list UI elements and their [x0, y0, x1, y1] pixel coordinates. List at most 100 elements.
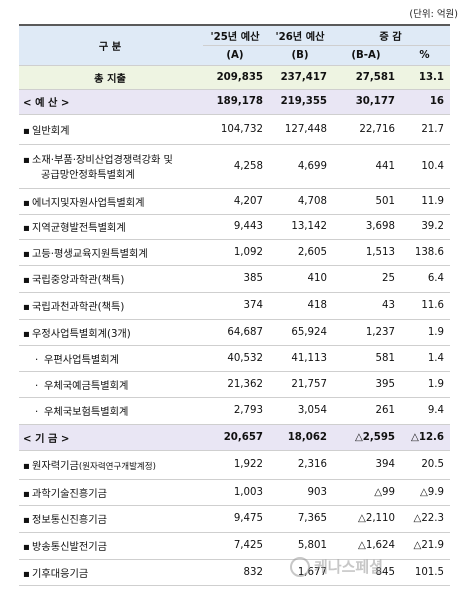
total-diff: 27,581 — [333, 65, 401, 90]
row-a: 1,922 — [203, 450, 269, 480]
row-b: 2,316 — [269, 450, 333, 480]
row-a: 104,732 — [203, 114, 269, 145]
table-row: ▪ 소재·부품·장비산업경쟁력강화 및 공급망안정화특별회계 4,258 4,699 44… — [19, 144, 451, 189]
row-name: ▪ 과학기술진흥기금 — [19, 479, 203, 506]
row-diff: 845 — [333, 559, 401, 586]
total-a: 209,835 — [203, 65, 269, 90]
row-a: 1,092 — [203, 239, 269, 266]
fund-rows: ▪ 원자력기금(원자력연구개발계정) 1,922 2,316 394 20.5 ▪ 과학기술진… — [19, 450, 451, 586]
row-b: 65,924 — [269, 319, 333, 346]
row-b: 4,699 — [269, 144, 333, 189]
row-diff: △1,624 — [333, 532, 401, 560]
unit-note: (단위: 억원) — [409, 9, 458, 20]
row-a: 2,793 — [203, 397, 269, 425]
row-pct: 39.2 — [401, 214, 451, 240]
row-diff: 1,237 — [333, 319, 401, 346]
row-pct: 1.9 — [401, 371, 451, 398]
row-pct: 10.4 — [401, 144, 451, 189]
row-diff: 261 — [333, 397, 401, 425]
row-b: 41,113 — [269, 345, 333, 372]
row-diff: △2,110 — [333, 505, 401, 533]
row-pct: △22.3 — [401, 505, 451, 533]
row-bullet: ▪ — [23, 248, 30, 260]
row-pct: △21.9 — [401, 532, 451, 560]
row-name: ▪ 원자력기금(원자력연구개발계정) — [19, 450, 203, 480]
row-a: 4,207 — [203, 188, 269, 215]
row-a: 9,443 — [203, 214, 269, 240]
row-bullet: ▪ — [23, 488, 30, 500]
table-row: ▪ 지역균형발전특별회계 9,443 13,142 3,698 39.2 — [19, 214, 451, 240]
row-a: 40,532 — [203, 345, 269, 372]
row-bullet: · — [35, 407, 39, 418]
row-label: 우편사업특별회계 — [44, 354, 119, 366]
table-row: ▪ 원자력기금(원자력연구개발계정) 1,922 2,316 394 20.5 — [19, 450, 451, 480]
row-diff: 3,698 — [333, 214, 401, 240]
row-label: 우체국예금특별회계 — [44, 380, 129, 392]
row-name: · 우편사업특별회계 — [19, 345, 203, 372]
row-name: ▪ 국립중앙과학관(책특) — [19, 265, 203, 293]
row-bullet: ▪ — [23, 275, 30, 286]
row-label: 우체국보험특별회계 — [44, 407, 129, 418]
row-diff: 441 — [333, 144, 401, 189]
table-row: ▪ 국립과천과학관(책특) 374 418 43 11.6 — [19, 292, 451, 320]
row-pct: 138.6 — [401, 239, 451, 266]
fund-section-diff: △2,595 — [333, 424, 401, 451]
row-a: 9,475 — [203, 505, 269, 533]
row-bullet: ▪ — [23, 223, 30, 234]
row-b: 21,757 — [269, 371, 333, 398]
budget-table: 구 분 '25년 예산 '26년 예산 증 감 (A) (B) (B-A) % … — [19, 24, 451, 586]
budget-section-b: 219,355 — [269, 89, 333, 115]
table-row: ▪ 일반회계 104,732 127,448 22,716 21.7 — [19, 114, 451, 145]
row-a: 374 — [203, 292, 269, 320]
row-diff: 394 — [333, 450, 401, 480]
row-diff: 1,513 — [333, 239, 401, 266]
row-label: 정보통신진흥기금 — [32, 515, 107, 526]
row-bullet: · — [35, 380, 39, 392]
row-pct: 20.5 — [401, 450, 451, 480]
row-label: 국립중앙과학관(책특) — [32, 275, 125, 286]
row-a: 7,425 — [203, 532, 269, 560]
fund-section-b: 18,062 — [269, 424, 333, 451]
row-bullet: ▪ — [23, 155, 30, 166]
row-pct: 1.4 — [401, 345, 451, 372]
header-col-b: '26년 예산 — [269, 24, 333, 46]
row-label: 과학기술진흥기금 — [32, 488, 107, 500]
row-bullet: ▪ — [23, 197, 30, 209]
budget-section-diff: 30,177 — [333, 89, 401, 115]
watermark-circle-icon — [290, 556, 310, 577]
watermark-text: 케나스페셜 — [314, 558, 384, 576]
row-label: 고등·평생교육지원특별회계 — [32, 248, 148, 260]
row-diff: 22,716 — [333, 114, 401, 145]
row-b: 418 — [269, 292, 333, 320]
row-a: 385 — [203, 265, 269, 293]
row-name: ▪ 일반회계 — [19, 114, 203, 145]
row-label: 원자력기금 — [32, 461, 79, 472]
row-b: 127,448 — [269, 114, 333, 145]
row-bullet: · — [35, 354, 39, 366]
row-diff: △99 — [333, 479, 401, 506]
table-row: ▪ 과학기술진흥기금 1,003 903 △99 △9.9 — [19, 479, 451, 506]
row-bullet: ▪ — [23, 461, 30, 472]
row-label-note: (원자력연구개발계정) — [78, 462, 156, 472]
row-name: ▪ 에너지및자원사업특별회계 — [19, 188, 203, 215]
row-diff: 43 — [333, 292, 401, 320]
fund-section-pct: △12.6 — [401, 424, 451, 451]
row-name: · 우체국예금특별회계 — [19, 371, 203, 398]
row-name: ▪ 우정사업특별회계(3개) — [19, 319, 203, 346]
fund-section-name: < 기 금 > — [19, 424, 203, 451]
row-diff: 501 — [333, 188, 401, 215]
row-bullet: ▪ — [23, 125, 30, 137]
table-row: ▪ 우정사업특별회계(3개) 64,687 65,924 1,237 1.9 — [19, 319, 451, 346]
row-b: 3,054 — [269, 397, 333, 425]
row-a: 64,687 — [203, 319, 269, 346]
row-label: 일반회계 — [32, 125, 70, 137]
row-b: 2,605 — [269, 239, 333, 266]
fund-section-row: < 기 금 > 20,657 18,062 △2,595 △12.6 — [19, 424, 451, 451]
row-label: 지역균형발전특별회계 — [32, 223, 126, 234]
table-row: ▪ 국립중앙과학관(책특) 385 410 25 6.4 — [19, 265, 451, 293]
budget-rows: ▪ 일반회계 104,732 127,448 22,716 21.7 ▪ 소재·부품·장비산업… — [19, 114, 451, 425]
row-name: ▪ 정보통신진흥기금 — [19, 505, 203, 533]
row-name: ▪ 방송통신발전기금 — [19, 532, 203, 560]
row-pct: 6.4 — [401, 265, 451, 293]
row-b: 4,708 — [269, 188, 333, 215]
